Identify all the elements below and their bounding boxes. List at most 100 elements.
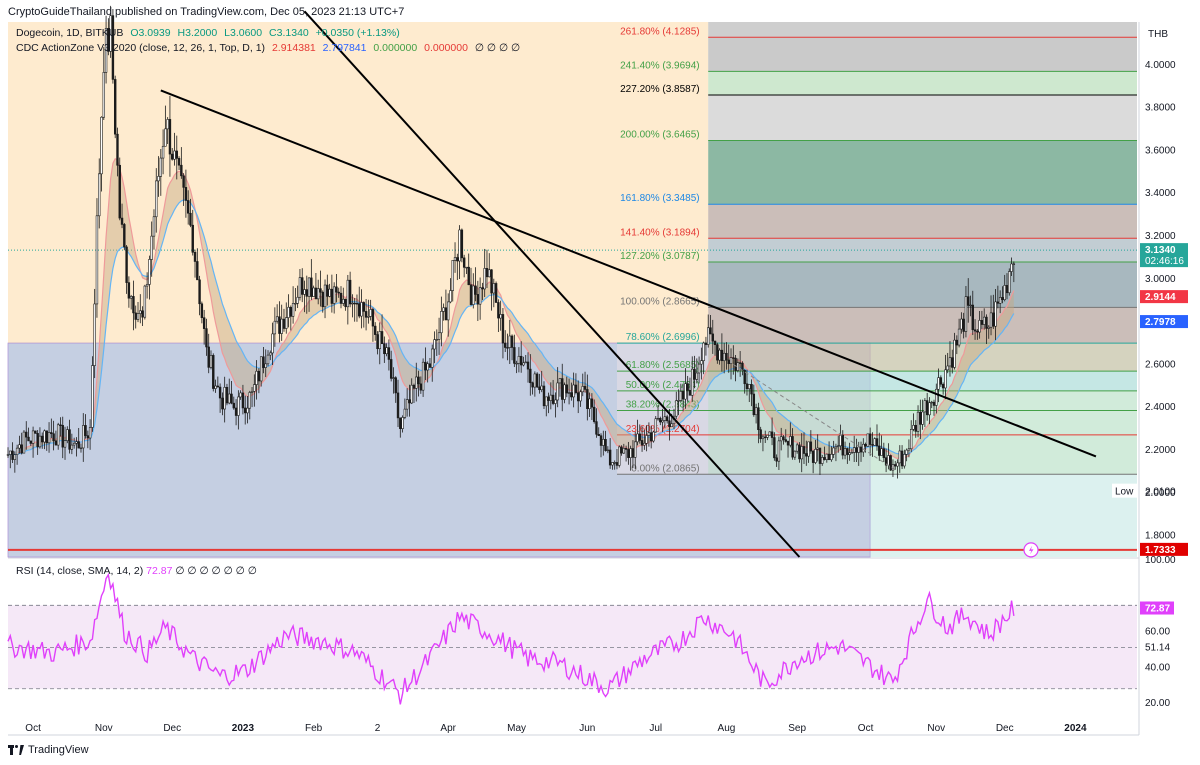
candle-body — [732, 357, 735, 359]
candle-body — [517, 355, 521, 364]
candle-body — [102, 72, 105, 118]
candle-body — [748, 384, 751, 390]
rsi-axis-tick: 60.00 — [1145, 627, 1170, 638]
candle-body — [795, 444, 799, 452]
candle-body — [905, 449, 908, 455]
symbol-legend[interactable]: Dogecoin, 1D, BITKUB O3.0939 H3.2000 L3.… — [16, 27, 404, 39]
candle-body — [515, 362, 518, 365]
candle-body — [606, 449, 610, 452]
candle-body — [823, 457, 826, 460]
currency-label[interactable]: THB — [1148, 29, 1168, 40]
candle-body — [374, 325, 377, 335]
candle-body — [344, 298, 347, 308]
candle-body — [773, 437, 776, 459]
candle-body — [184, 187, 188, 201]
time-axis-label: 2024 — [1064, 723, 1087, 734]
candle-body — [982, 316, 986, 325]
candle-body — [914, 424, 917, 432]
candle-body — [821, 457, 824, 464]
candle-body — [827, 453, 831, 461]
published-text: CryptoGuideThailand published on Trading… — [8, 6, 405, 18]
candle-body — [866, 433, 870, 447]
candle-body — [775, 457, 778, 462]
candle-body — [77, 441, 80, 449]
candle-body — [239, 392, 242, 398]
candle-body — [994, 301, 997, 327]
fib-band-top — [708, 22, 1137, 38]
candle-body — [903, 454, 906, 467]
candle-body — [392, 377, 395, 379]
candle-body — [720, 349, 724, 362]
candle-body — [289, 306, 293, 317]
candle-body — [70, 444, 74, 450]
footer: TradingView — [8, 744, 89, 756]
candle-body — [305, 289, 308, 297]
candle-body — [830, 454, 833, 461]
candle-body — [880, 448, 883, 456]
candle-body — [622, 448, 626, 454]
candle-body — [707, 327, 710, 345]
price-tag-value: 2.9144 — [1145, 292, 1176, 303]
candle-body — [353, 302, 356, 305]
candle-body — [791, 436, 794, 458]
candle-body — [342, 298, 345, 304]
candle-body — [435, 339, 438, 341]
candle-body — [864, 443, 867, 447]
candle-body — [782, 436, 785, 440]
rsi-axis-tick: 40.00 — [1145, 662, 1170, 673]
candle-body — [595, 421, 598, 435]
candle-body — [579, 391, 582, 402]
candle-body — [570, 392, 573, 398]
indicator-legend[interactable]: CDC ActionZone V3 2020 (close, 12, 26, 1… — [16, 42, 524, 54]
candle-body — [941, 383, 945, 389]
candle-body — [930, 401, 933, 404]
candle-body — [476, 294, 480, 305]
low-value: L3.0600 — [224, 27, 263, 39]
candle-body — [244, 407, 247, 414]
candle-body — [850, 452, 854, 454]
candle-body — [294, 302, 297, 305]
candle-body — [602, 439, 605, 446]
candle-body — [56, 424, 60, 446]
candle-body — [649, 432, 653, 442]
upper-zone-box — [8, 22, 709, 344]
time-axis-label: Dec — [996, 723, 1014, 734]
candle-body — [27, 436, 30, 442]
candle-body — [387, 347, 391, 360]
price-axis-tick: 3.8000 — [1145, 103, 1176, 114]
candle-body — [287, 306, 290, 318]
candle-body — [681, 391, 685, 400]
candle-body — [508, 335, 511, 348]
candle-body — [348, 279, 352, 305]
candle-body — [919, 411, 922, 425]
candle-body — [839, 434, 842, 447]
candle-body — [424, 361, 427, 371]
candle-body — [1003, 285, 1006, 300]
slow-ema-line — [7, 199, 1015, 456]
rsi-rest: ∅ ∅ ∅ ∅ ∅ ∅ ∅ — [175, 565, 257, 577]
candle-body — [241, 392, 245, 409]
rsi-legend[interactable]: RSI (14, close, SMA, 14, 2) 72.87 ∅ ∅ ∅ … — [16, 565, 257, 577]
candle-body — [572, 384, 575, 398]
rsi-value-tag — [1140, 601, 1174, 615]
candle-body — [84, 425, 87, 436]
candle-body — [953, 339, 956, 368]
candle-body — [412, 384, 416, 389]
candle-body — [597, 433, 600, 437]
candle-body — [859, 446, 863, 453]
candle-body — [661, 420, 664, 423]
candle-body — [697, 363, 701, 374]
candle-body — [643, 442, 646, 446]
candle-body — [729, 357, 733, 365]
candle-body — [675, 400, 678, 417]
candle-body — [186, 200, 190, 214]
candle-body — [814, 449, 817, 463]
candle-body — [355, 303, 359, 305]
candle-body — [1012, 263, 1016, 265]
candle-body — [989, 312, 993, 328]
candle-body — [66, 429, 69, 441]
candle-body — [627, 449, 630, 458]
candle-body — [109, 15, 112, 52]
candle-body — [95, 215, 99, 305]
